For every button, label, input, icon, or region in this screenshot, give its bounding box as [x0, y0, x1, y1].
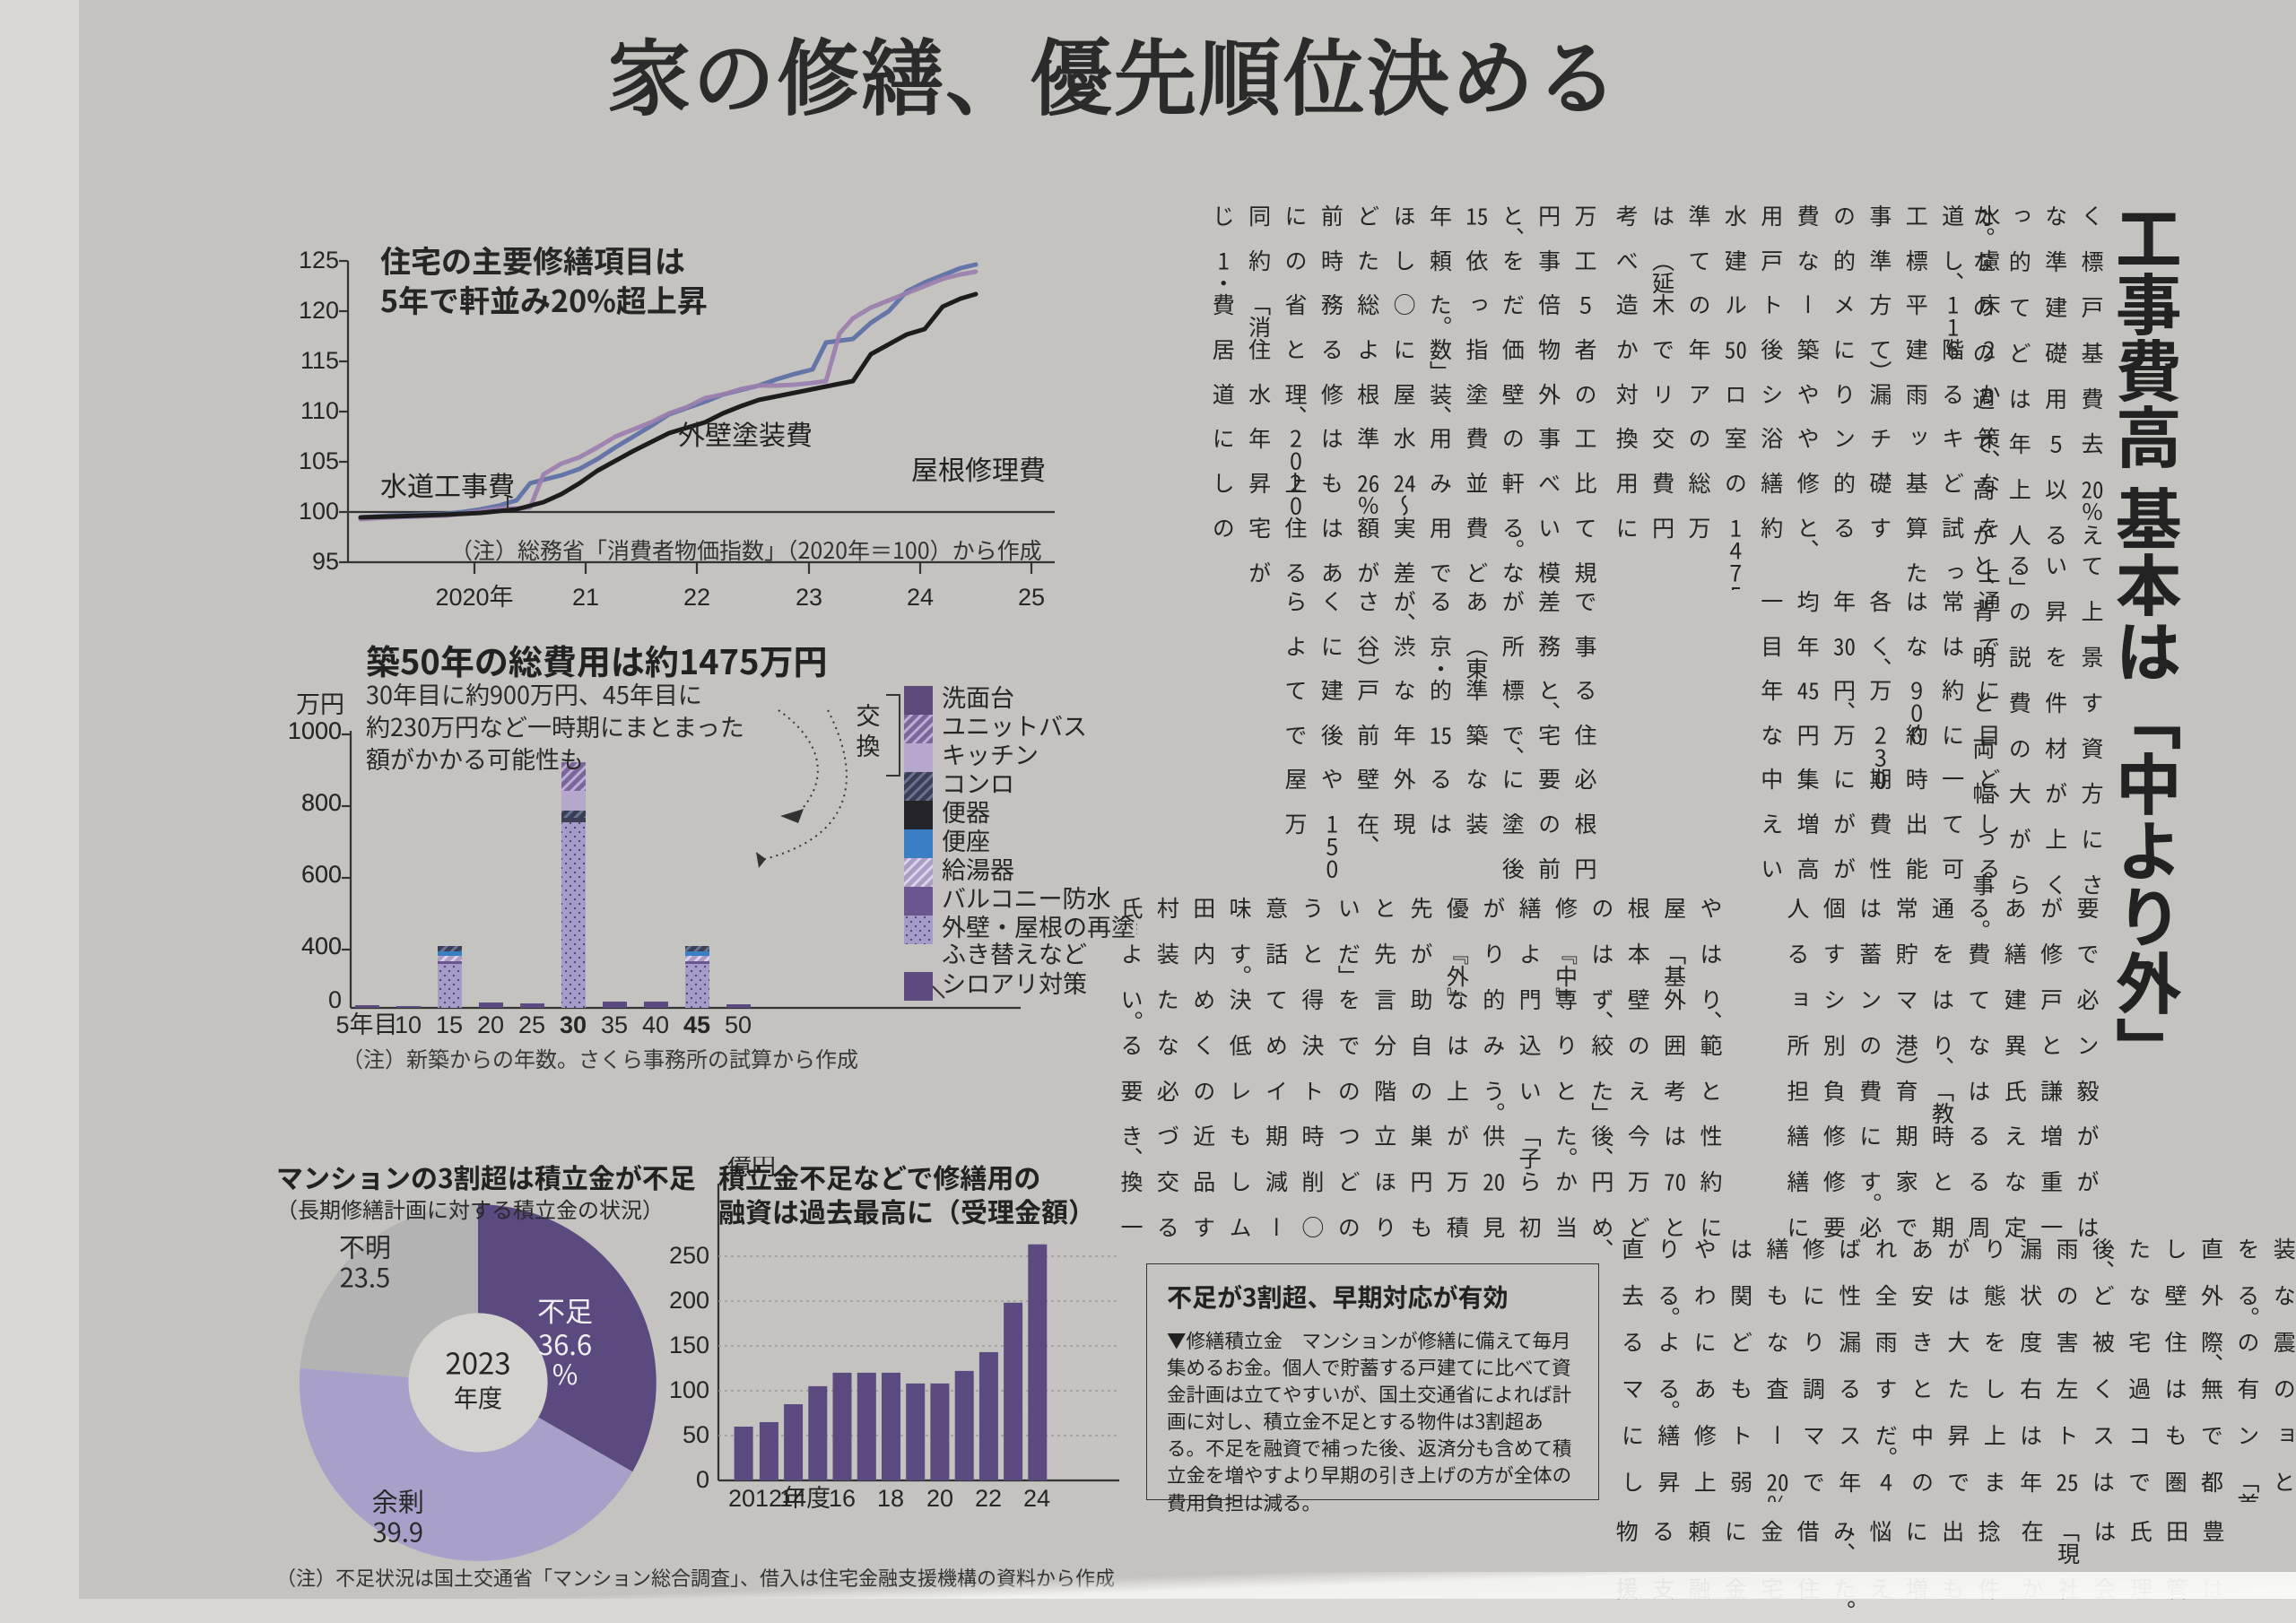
svg-text:200: 200 [669, 1287, 709, 1314]
svg-text:年度: 年度 [454, 1378, 502, 1414]
svg-text:150: 150 [669, 1332, 709, 1358]
svg-text:18: 18 [877, 1485, 904, 1512]
svg-text:400: 400 [301, 933, 342, 959]
svg-text:5年目: 5年目 [335, 1011, 397, 1038]
svg-text:800: 800 [301, 789, 342, 816]
svg-text:45: 45 [683, 1011, 710, 1038]
svg-text:（注）新築からの年数。さくら事務所の試算から作成: （注）新築からの年数。さくら事務所の試算から作成 [342, 1042, 858, 1073]
svg-text:万円: 万円 [296, 685, 344, 720]
svg-text:20: 20 [477, 1011, 504, 1038]
svg-text:シロアリ対策: シロアリ対策 [942, 965, 1087, 1000]
svg-text:16: 16 [829, 1485, 856, 1512]
svg-text:22: 22 [975, 1485, 1002, 1512]
svg-text:20: 20 [926, 1485, 953, 1512]
svg-text:23.5: 23.5 [340, 1257, 391, 1295]
svg-text:39.9: 39.9 [372, 1513, 423, 1550]
svg-text:50: 50 [725, 1011, 752, 1038]
svg-text:換: 換 [857, 727, 881, 762]
svg-text:%: % [552, 1352, 578, 1393]
svg-text:2023: 2023 [445, 1341, 510, 1383]
svg-text:50: 50 [683, 1421, 709, 1448]
svg-text:15: 15 [436, 1011, 463, 1038]
svg-text:600: 600 [301, 861, 342, 888]
svg-text:40: 40 [642, 1011, 669, 1038]
svg-text:24: 24 [1023, 1485, 1050, 1512]
svg-text:100: 100 [669, 1376, 709, 1403]
svg-text:10: 10 [395, 1011, 422, 1038]
svg-text:（注）不足状況は国土交通省「マンション総合調査」、借入は住宅: （注）不足状況は国土交通省「マンション総合調査」、借入は住宅金融支援機構の資料か… [276, 1563, 1115, 1587]
svg-text:35: 35 [601, 1011, 628, 1038]
svg-text:30: 30 [560, 1011, 587, 1038]
svg-text:14: 14 [779, 1485, 806, 1512]
svg-text:1000: 1000 [288, 717, 342, 744]
svg-text:0: 0 [696, 1466, 709, 1493]
svg-text:25: 25 [518, 1011, 545, 1038]
svg-text:0: 0 [328, 986, 342, 1013]
svg-text:250: 250 [669, 1242, 709, 1269]
